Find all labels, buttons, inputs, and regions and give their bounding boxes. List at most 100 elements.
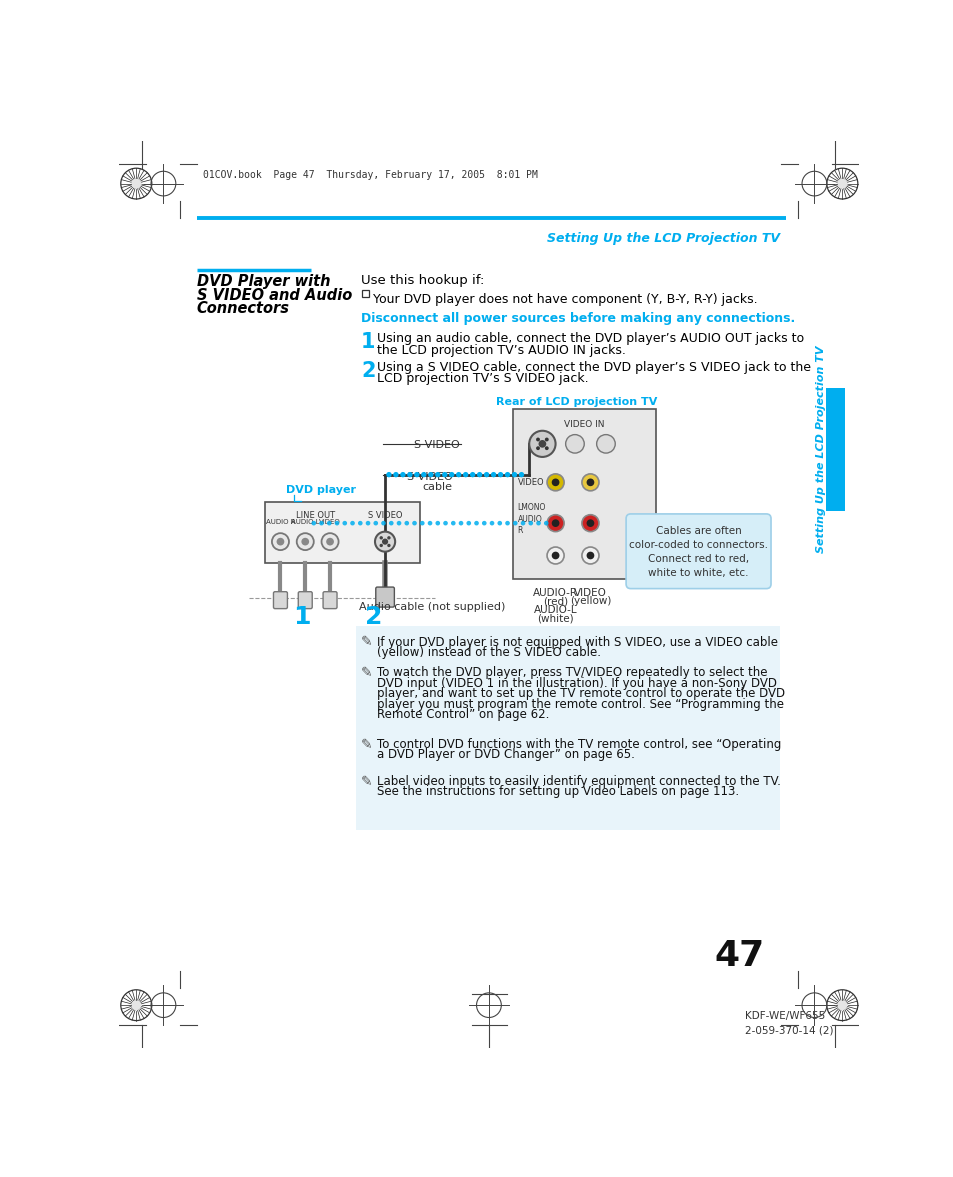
Text: S VIDEO: S VIDEO (406, 472, 452, 483)
Bar (355, 626, 780, 831)
FancyBboxPatch shape (274, 592, 287, 609)
Circle shape (581, 514, 598, 532)
Circle shape (321, 533, 338, 550)
Text: To watch the DVD player, press TV/VIDEO repeatedly to select the: To watch the DVD player, press TV/VIDEO … (376, 666, 766, 679)
Text: ✎: ✎ (360, 666, 373, 680)
Circle shape (379, 544, 382, 547)
Circle shape (466, 521, 471, 525)
Text: 1: 1 (360, 332, 375, 352)
Circle shape (456, 472, 461, 478)
Circle shape (435, 521, 439, 525)
Text: Using an audio cable, connect the DVD player’s AUDIO OUT jacks to: Using an audio cable, connect the DVD pl… (376, 332, 802, 345)
Text: (white): (white) (537, 613, 574, 624)
Text: VIDEO: VIDEO (517, 478, 543, 487)
Circle shape (536, 446, 539, 450)
Circle shape (529, 431, 555, 457)
Text: player, and want to set up the TV remote control to operate the DVD: player, and want to set up the TV remote… (376, 687, 784, 700)
Text: 47: 47 (714, 939, 763, 973)
Circle shape (520, 521, 525, 525)
Circle shape (504, 472, 510, 478)
Circle shape (443, 521, 447, 525)
Text: To control DVD functions with the TV remote control, see “Operating: To control DVD functions with the TV rem… (376, 738, 781, 751)
Circle shape (381, 539, 388, 545)
Text: AUDIO-R: AUDIO-R (533, 587, 578, 598)
Circle shape (483, 472, 489, 478)
Circle shape (462, 472, 468, 478)
Text: VIDEO: VIDEO (319, 519, 340, 525)
Text: KDF-WE/WF655
2-059-370-14 (2): KDF-WE/WF655 2-059-370-14 (2) (744, 1011, 833, 1036)
Circle shape (546, 547, 563, 564)
Circle shape (544, 438, 548, 441)
Text: ✎: ✎ (360, 636, 373, 650)
Circle shape (537, 440, 546, 447)
Text: AUDIO: AUDIO (517, 514, 542, 524)
Circle shape (387, 537, 390, 539)
Text: player you must program the remote control. See “Programming the: player you must program the remote contr… (376, 698, 782, 711)
Text: S VIDEO and Audio: S VIDEO and Audio (196, 287, 352, 302)
Text: Remote Control” on page 62.: Remote Control” on page 62. (376, 707, 548, 722)
Text: DVD Player with: DVD Player with (196, 274, 330, 288)
Text: ✎: ✎ (360, 738, 373, 752)
Circle shape (491, 472, 496, 478)
Circle shape (470, 472, 475, 478)
Circle shape (581, 547, 598, 564)
Text: If your DVD player is not equipped with S VIDEO, use a VIDEO cable: If your DVD player is not equipped with … (376, 636, 777, 649)
FancyBboxPatch shape (375, 587, 394, 607)
Circle shape (518, 472, 523, 478)
Circle shape (357, 521, 362, 525)
Text: 2: 2 (364, 605, 382, 629)
Circle shape (481, 521, 486, 525)
Text: AUDIO-L: AUDIO-L (533, 605, 577, 614)
Circle shape (365, 521, 370, 525)
Bar (825, 387, 843, 511)
Circle shape (404, 521, 409, 525)
Circle shape (420, 472, 426, 478)
Circle shape (596, 434, 615, 453)
Circle shape (544, 446, 548, 450)
Circle shape (327, 521, 332, 525)
Circle shape (276, 538, 284, 545)
Circle shape (326, 538, 334, 545)
Text: AUDIO R: AUDIO R (266, 519, 294, 525)
Circle shape (386, 472, 392, 478)
Text: Setting Up the LCD Projection TV: Setting Up the LCD Projection TV (815, 346, 824, 553)
Circle shape (319, 521, 323, 525)
Text: LCD projection TV’s S VIDEO jack.: LCD projection TV’s S VIDEO jack. (376, 372, 588, 385)
Circle shape (551, 519, 558, 527)
Text: S VIDEO: S VIDEO (414, 440, 459, 451)
Circle shape (586, 552, 594, 559)
Circle shape (497, 521, 501, 525)
Circle shape (350, 521, 355, 525)
Text: DVD player: DVD player (286, 485, 355, 496)
Circle shape (546, 474, 563, 491)
Text: Label video inputs to easily identify equipment connected to the TV.: Label video inputs to easily identify eq… (376, 774, 780, 787)
Text: Use this hookup if:: Use this hookup if: (360, 274, 484, 287)
Text: the LCD projection TV’s AUDIO IN jacks.: the LCD projection TV’s AUDIO IN jacks. (376, 344, 625, 357)
Circle shape (396, 521, 401, 525)
Circle shape (381, 521, 385, 525)
Circle shape (476, 472, 482, 478)
Circle shape (335, 521, 339, 525)
Circle shape (412, 521, 416, 525)
Text: ✎: ✎ (360, 774, 373, 789)
Bar (513, 410, 656, 579)
FancyBboxPatch shape (298, 592, 312, 609)
Text: VIDEO: VIDEO (574, 587, 606, 598)
Circle shape (505, 521, 509, 525)
Circle shape (551, 552, 558, 559)
Circle shape (311, 521, 315, 525)
Circle shape (427, 521, 432, 525)
Text: a DVD Player or DVD Changer” on page 65.: a DVD Player or DVD Changer” on page 65. (376, 749, 634, 762)
Circle shape (458, 521, 463, 525)
Circle shape (435, 472, 440, 478)
Circle shape (474, 521, 478, 525)
Circle shape (419, 521, 424, 525)
Circle shape (301, 538, 309, 545)
Circle shape (536, 521, 540, 525)
Bar (361, 290, 369, 297)
Circle shape (451, 521, 456, 525)
Circle shape (379, 537, 382, 539)
Text: AUDIO L: AUDIO L (291, 519, 319, 525)
Bar (265, 501, 419, 564)
Text: Connectors: Connectors (196, 301, 290, 317)
